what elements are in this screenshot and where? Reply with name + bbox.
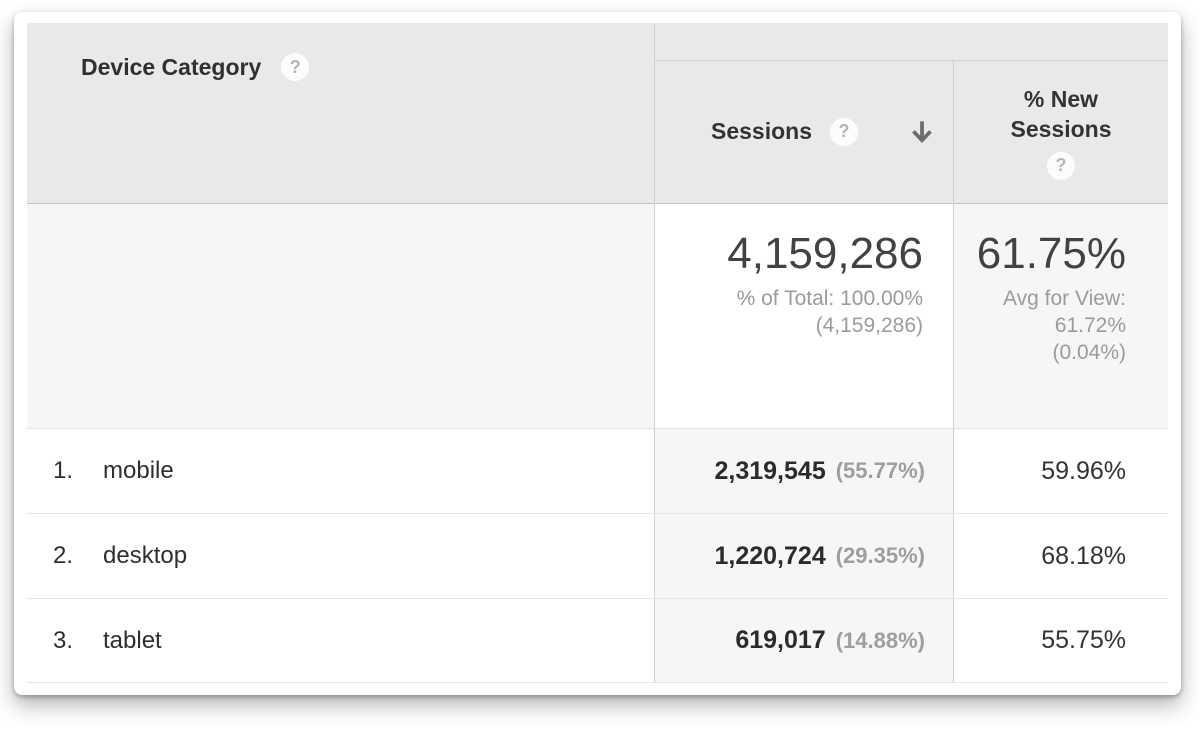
new-sessions-total-value: 61.75%	[976, 229, 1126, 278]
sessions-percent: (55.77%)	[835, 458, 925, 483]
row-sessions-cell: 619,017 (14.88%)	[654, 599, 953, 682]
device-category-header-label: Device Category	[81, 53, 262, 80]
device-category-table: Device Category ? Sessions ? % New Sessi…	[27, 23, 1168, 683]
new-sessions-value: 55.75%	[1041, 626, 1126, 654]
row-new-sessions-cell: 55.75%	[953, 599, 1168, 682]
sessions-total-value: 4,159,286	[727, 229, 923, 278]
sessions-value: 619,017	[735, 626, 826, 654]
sessions-total-absolute: (4,159,286)	[815, 314, 923, 337]
row-dimension-cell: 1. mobile	[27, 429, 654, 513]
sessions-percent: (14.88%)	[835, 627, 925, 653]
table-row: 2. desktop 1,220,724 (29.35%) 68.18%	[27, 513, 1168, 598]
row-dimension-cell: 3. tablet	[27, 599, 654, 682]
row-index: 2.	[53, 542, 74, 569]
metric-headers: Sessions ? % New Sessions ?	[654, 61, 1168, 202]
new-sessions-header-label: % New Sessions	[1010, 85, 1112, 142]
new-sessions-help-icon[interactable]: ?	[1047, 151, 1075, 180]
sort-descending-icon[interactable]	[907, 115, 937, 149]
row-new-sessions-cell: 59.96%	[953, 429, 1168, 513]
totals-dimension-cell	[27, 204, 654, 428]
column-header-new-sessions[interactable]: % New Sessions ?	[953, 61, 1168, 202]
totals-row: 4,159,286 % of Total: 100.00% (4,159,286…	[27, 203, 1168, 428]
sessions-percent: (29.35%)	[835, 543, 925, 568]
row-dimension-cell: 2. desktop	[27, 514, 654, 598]
table-row: 3. tablet 619,017 (14.88%) 55.75%	[27, 598, 1168, 683]
row-index: 1.	[53, 457, 74, 484]
column-header-device-category[interactable]: Device Category ?	[27, 23, 654, 203]
report-card: Device Category ? Sessions ? % New Sessi…	[14, 12, 1181, 695]
sessions-total-pct-of-total: % of Total: 100.00%	[736, 287, 923, 310]
new-sessions-value: 59.96%	[1041, 456, 1126, 485]
metric-headers-group: Sessions ? % New Sessions ?	[654, 23, 1168, 203]
device-category-help-icon[interactable]: ?	[281, 53, 310, 81]
metric-group-strip	[654, 23, 1168, 61]
row-label-mobile: mobile	[103, 457, 174, 484]
row-new-sessions-cell: 68.18%	[953, 514, 1168, 598]
row-index: 3.	[53, 626, 74, 654]
totals-sessions-cell: 4,159,286 % of Total: 100.00% (4,159,286…	[654, 204, 953, 428]
row-sessions-cell: 1,220,724 (29.35%)	[654, 514, 953, 598]
table-header-row: Device Category ? Sessions ? % New Sessi…	[27, 23, 1168, 203]
new-sessions-value: 68.18%	[1041, 541, 1126, 570]
new-sessions-avg-value: 61.72%	[1054, 314, 1126, 337]
new-sessions-avg-delta: (0.04%)	[1052, 341, 1126, 364]
table-row: 1. mobile 2,319,545 (55.77%) 59.96%	[27, 428, 1168, 513]
row-label-desktop: desktop	[103, 542, 188, 569]
row-label-tablet: tablet	[103, 626, 162, 654]
totals-new-sessions-cell: 61.75% Avg for View: 61.72% (0.04%)	[953, 204, 1168, 428]
sessions-value: 2,319,545	[714, 456, 826, 485]
row-sessions-cell: 2,319,545 (55.77%)	[654, 429, 953, 513]
column-header-sessions[interactable]: Sessions ?	[654, 61, 953, 202]
sessions-value: 1,220,724	[714, 541, 826, 570]
sessions-header-label: Sessions	[711, 118, 812, 144]
new-sessions-avg-label: Avg for View:	[1003, 287, 1126, 310]
sessions-help-icon[interactable]: ?	[830, 117, 858, 146]
